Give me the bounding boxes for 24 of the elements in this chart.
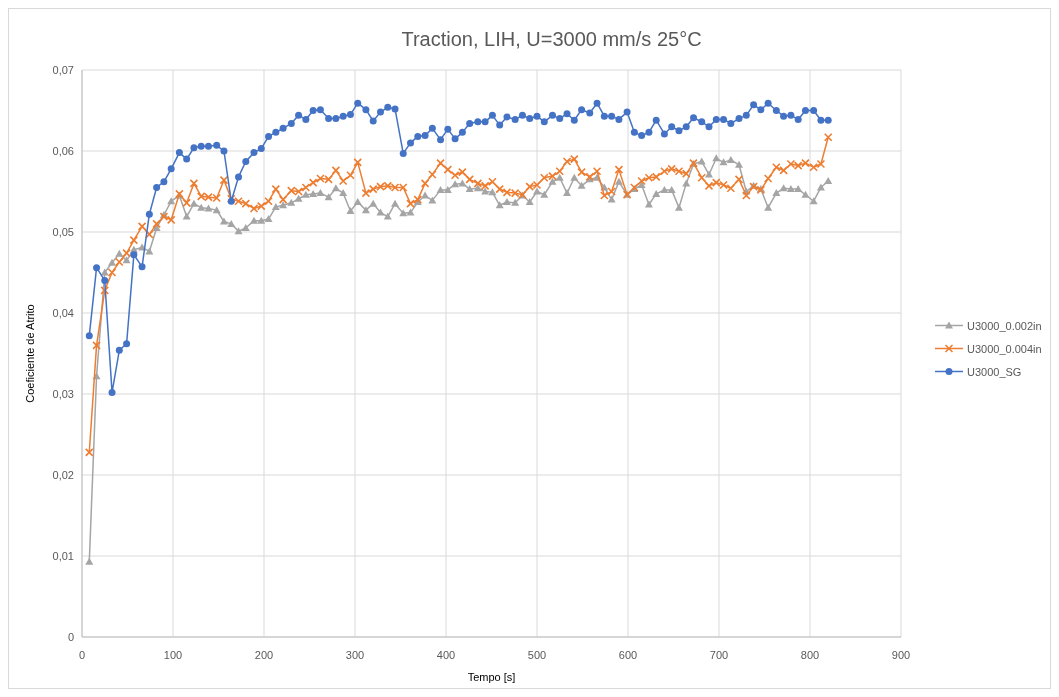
x-tick-label: 800 [800, 649, 820, 661]
x-tick-label: 700 [709, 649, 729, 661]
legend-label: U3000_SG [967, 365, 1022, 378]
x-tick-label: 900 [891, 649, 911, 661]
y-tick-label: 0,06 [52, 145, 74, 157]
y-tick-label: 0,05 [52, 226, 74, 238]
y-tick-label: 0,03 [52, 388, 74, 400]
legend-label: U3000_0.004in [967, 342, 1042, 355]
y-tick-label: 0,07 [52, 64, 74, 76]
y-tick-label: 0 [67, 631, 74, 643]
x-tick-label: 600 [618, 649, 638, 661]
legend-label: U3000_0.002in [967, 319, 1042, 332]
y-tick-label: 0,01 [52, 550, 74, 562]
y-tick-label: 0,02 [52, 469, 74, 481]
x-tick-label: 200 [254, 649, 274, 661]
x-tick-label: 400 [436, 649, 456, 661]
x-axis-title: Tempo [s] [467, 671, 516, 683]
x-tick-label: 100 [163, 649, 183, 661]
y-axis-title: Coeficiente de Atrito [24, 304, 36, 403]
x-tick-label: 300 [345, 649, 365, 661]
x-tick-label: 0 [78, 649, 86, 661]
y-tick-label: 0,04 [52, 307, 74, 319]
x-tick-label: 500 [527, 649, 547, 661]
chart-title: Traction, LIH, U=3000 mm/s 25°C [401, 28, 702, 50]
